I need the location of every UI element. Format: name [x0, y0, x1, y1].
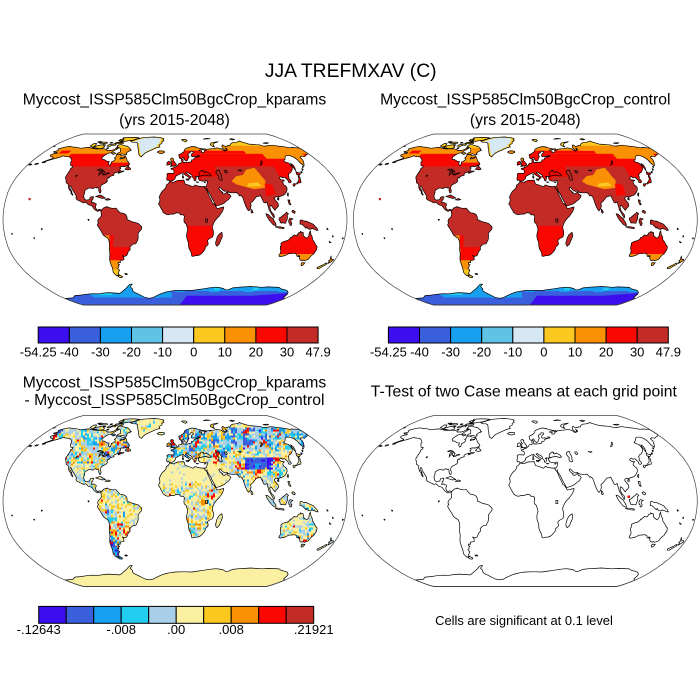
svg-text:- Myccost_ISSP585Clm50BgcCrop_: - Myccost_ISSP585Clm50BgcCrop_control: [25, 392, 325, 409]
svg-text:-.12643: -.12643: [17, 622, 61, 637]
svg-text:30: 30: [280, 345, 294, 360]
svg-text:Myccost_ISSP585Clm50BgcCrop_co: Myccost_ISSP585Clm50BgcCrop_control: [380, 92, 670, 109]
svg-text:0: 0: [190, 345, 197, 360]
svg-text:-10: -10: [503, 345, 522, 360]
svg-text:Cells are significant at 0.1 l: Cells are significant at 0.1 level: [435, 613, 613, 628]
svg-text:(yrs 2015-2048): (yrs 2015-2048): [470, 112, 581, 129]
svg-text:-.008: -.008: [106, 622, 136, 637]
svg-text:-40: -40: [410, 345, 429, 360]
svg-text:30: 30: [630, 345, 644, 360]
svg-text:JJA TREFMXAV (C): JJA TREFMXAV (C): [265, 61, 437, 82]
svg-text:.21921: .21921: [294, 622, 334, 637]
svg-text:-54.25: -54.25: [20, 345, 57, 360]
svg-text:T-Test of two Case means at ea: T-Test of two Case means at each grid po…: [371, 383, 678, 400]
svg-text:20: 20: [599, 345, 613, 360]
svg-text:-10: -10: [153, 345, 172, 360]
svg-text:(yrs 2015-2048): (yrs 2015-2048): [119, 112, 230, 129]
svg-text:0: 0: [540, 345, 547, 360]
svg-text:Myccost_ISSP585Clm50BgcCrop_kp: Myccost_ISSP585Clm50BgcCrop_kparams: [23, 92, 327, 109]
svg-text:-20: -20: [472, 345, 491, 360]
svg-text:10: 10: [218, 345, 232, 360]
svg-text:47.9: 47.9: [656, 345, 681, 360]
svg-text:-20: -20: [122, 345, 141, 360]
svg-text:10: 10: [568, 345, 582, 360]
svg-text:47.9: 47.9: [305, 345, 330, 360]
svg-text:.008: .008: [219, 622, 244, 637]
svg-text:-30: -30: [91, 345, 110, 360]
svg-text:Myccost_ISSP585Clm50BgcCrop_kp: Myccost_ISSP585Clm50BgcCrop_kparams: [23, 375, 327, 392]
svg-text:-30: -30: [441, 345, 460, 360]
svg-text:-54.25: -54.25: [370, 345, 407, 360]
svg-text:20: 20: [249, 345, 263, 360]
svg-text:-40: -40: [60, 345, 79, 360]
svg-text:.00: .00: [167, 622, 185, 637]
